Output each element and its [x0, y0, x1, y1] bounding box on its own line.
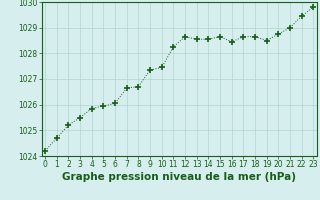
- X-axis label: Graphe pression niveau de la mer (hPa): Graphe pression niveau de la mer (hPa): [62, 172, 296, 182]
